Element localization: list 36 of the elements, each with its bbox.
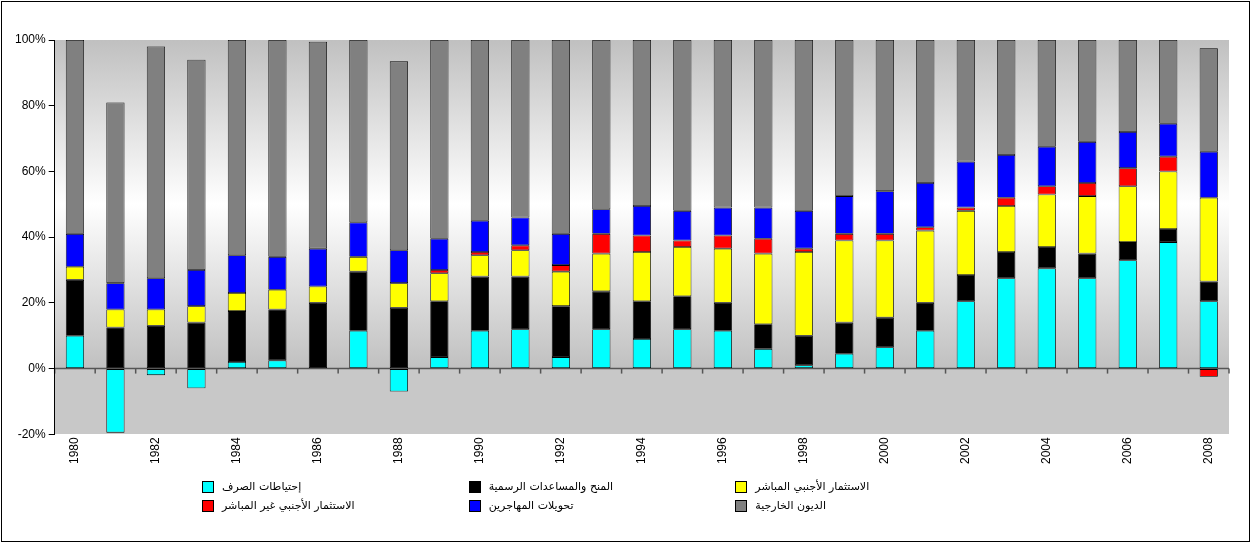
x-tick-label: 1990	[472, 436, 487, 465]
legend-label: الديون الخارجية	[755, 499, 827, 512]
legend-label: إحتياطات الصرف	[222, 480, 302, 493]
bar	[187, 322, 206, 369]
bar	[592, 291, 611, 330]
bar	[1037, 247, 1056, 269]
x-tick-label: 1998	[796, 436, 811, 465]
x-tick-label: 2004	[1039, 436, 1054, 465]
x-tick-label: 2006	[1120, 436, 1135, 465]
x-tick-label: 2000	[877, 436, 892, 465]
x-tick-label: 2008	[1201, 436, 1216, 465]
x-tick-label: 1996	[715, 436, 730, 465]
bar	[106, 327, 125, 369]
y-tick-label: -20%	[17, 426, 47, 441]
x-tick-label: 1994	[634, 436, 649, 465]
legend-label: تحويلات المهاجرين	[488, 499, 574, 512]
bar	[511, 276, 530, 330]
x-tick-label: 1982	[148, 436, 163, 465]
x-tick-label: 1988	[391, 436, 406, 465]
y-tick-label: 100%	[14, 32, 47, 47]
x-tick-label: 1986	[310, 436, 325, 465]
bar	[875, 317, 894, 348]
y-tick-label: 0%	[28, 360, 47, 375]
x-tick-label: 1992	[553, 436, 568, 465]
legend-label: الاستثمار الأجنبي غير المباشر	[222, 499, 355, 512]
x-tick-label: 1980	[67, 436, 82, 465]
y-tick-label: 60%	[21, 163, 47, 178]
x-tick-label: 2002	[958, 436, 973, 465]
bar	[268, 309, 287, 361]
y-tick-label: 40%	[21, 229, 47, 244]
legend-label: المنح والمساعدات الرسمية	[488, 480, 614, 493]
y-tick-label: 20%	[21, 295, 47, 310]
legend-label: الاستثمار الأجنبي المباشر	[755, 480, 870, 493]
y-tick-label: 80%	[21, 98, 47, 113]
bar	[1078, 253, 1097, 279]
x-tick-label: 1984	[229, 436, 244, 465]
